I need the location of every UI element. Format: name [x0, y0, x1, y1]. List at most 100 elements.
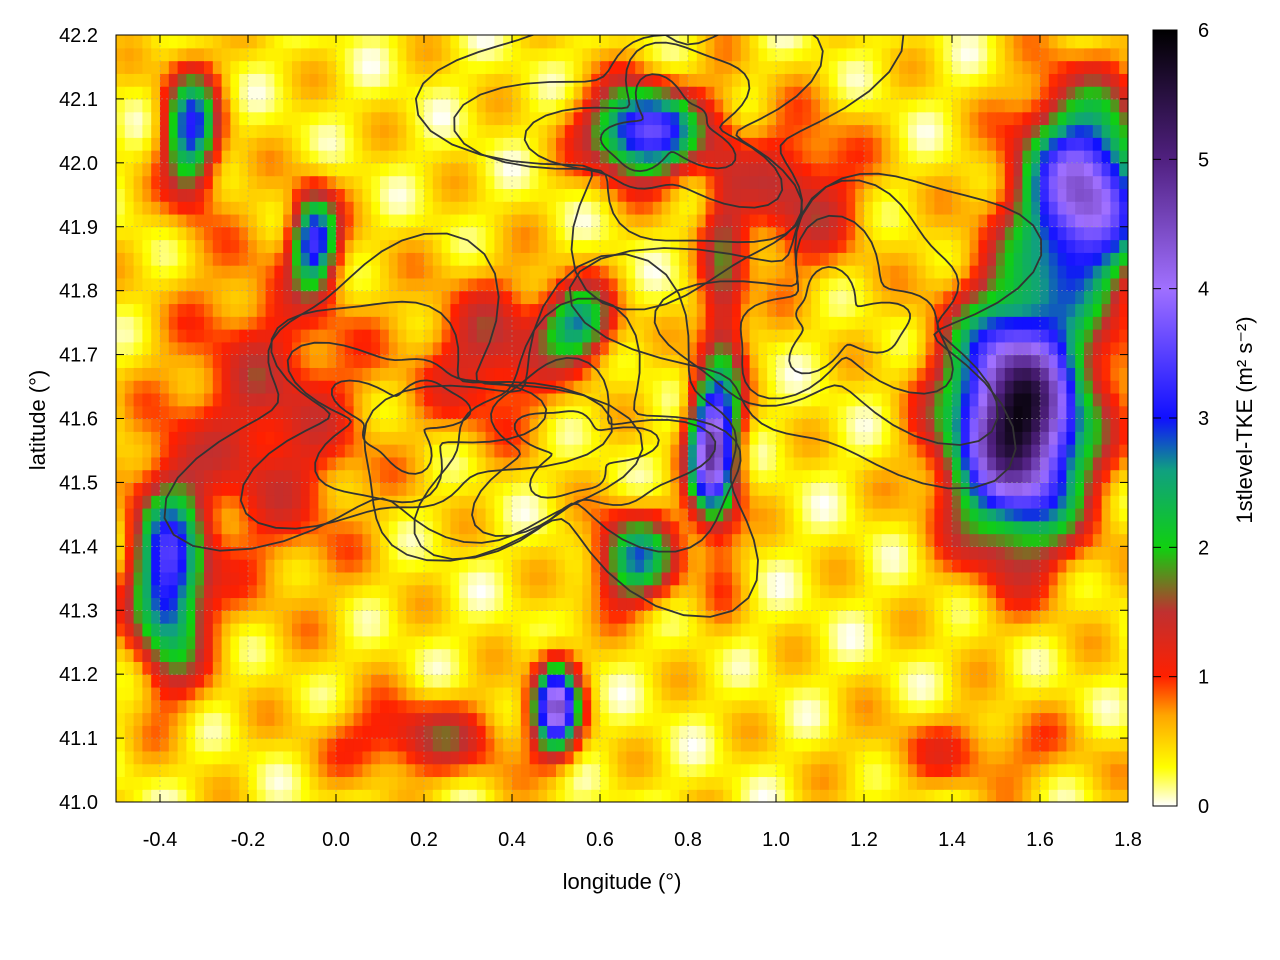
heat-cell	[608, 712, 619, 726]
heat-cell	[925, 533, 935, 547]
heat-cell	[432, 329, 443, 343]
heat-cell	[1092, 546, 1103, 560]
heat-cell	[934, 661, 944, 675]
heat-cell	[943, 623, 953, 637]
heat-cell	[696, 686, 707, 701]
heat-cell	[776, 507, 786, 522]
heat-cell	[1031, 648, 1041, 662]
heat-cell	[415, 674, 425, 688]
heat-cell	[256, 507, 267, 522]
heat-cell	[978, 405, 988, 420]
heat-cell	[397, 661, 407, 675]
heat-cell	[380, 533, 390, 547]
heat-cell	[635, 533, 645, 547]
heat-cell	[758, 290, 768, 305]
heat-cell	[600, 648, 610, 662]
heat-cell	[160, 559, 170, 573]
heat-cell	[1066, 303, 1076, 317]
heat-cell	[644, 456, 654, 471]
heat-cell	[978, 763, 988, 778]
heat-cell	[397, 546, 407, 560]
heat-cell	[925, 738, 935, 752]
heat-cell	[899, 252, 909, 266]
heat-cell	[283, 789, 293, 802]
heat-cell	[617, 776, 627, 790]
heat-cell	[212, 763, 223, 778]
heat-cell	[248, 495, 258, 509]
heat-cell	[538, 661, 548, 675]
heat-cell	[1119, 686, 1128, 701]
heat-cell	[784, 789, 795, 802]
heat-cell	[362, 277, 372, 292]
heat-cell	[1066, 520, 1076, 535]
heat-cell	[1013, 520, 1023, 535]
heat-cell	[256, 610, 267, 624]
heat-cell	[248, 392, 258, 407]
heat-cell	[688, 546, 698, 560]
heat-cell	[265, 495, 275, 509]
heat-cell	[908, 277, 918, 292]
heat-cell	[996, 776, 1006, 790]
heat-cell	[582, 763, 592, 778]
heat-cell	[468, 431, 478, 445]
heat-cell	[776, 597, 786, 611]
heat-cell	[476, 380, 487, 394]
heat-cell	[1119, 290, 1128, 305]
heat-cell	[890, 507, 900, 522]
heat-cell	[1004, 456, 1015, 471]
heat-cell	[344, 392, 355, 407]
heat-cell	[1075, 265, 1085, 279]
heat-cell	[925, 444, 935, 458]
heat-cell	[661, 623, 671, 637]
heat-cell	[1075, 763, 1085, 778]
heat-cell	[309, 712, 319, 726]
heat-cell	[168, 738, 179, 752]
heat-cell	[415, 635, 425, 650]
heat-cell	[503, 776, 513, 790]
heat-cell	[732, 546, 742, 560]
heat-cell	[230, 559, 240, 573]
heat-cell	[300, 456, 311, 471]
heat-cell	[925, 405, 935, 420]
heat-cell	[661, 584, 671, 599]
heat-cell	[186, 738, 196, 752]
heat-cell	[160, 392, 170, 407]
heat-cell	[723, 380, 733, 394]
heat-cell	[212, 316, 223, 330]
heat-cell	[644, 303, 654, 317]
heat-cell	[256, 533, 267, 547]
heat-cell	[802, 610, 812, 624]
heat-cell	[943, 265, 953, 279]
heat-cell	[908, 341, 918, 356]
heat-cell	[432, 341, 443, 356]
heat-cell	[318, 495, 328, 509]
heat-cell	[969, 712, 979, 726]
heat-cell	[600, 559, 610, 573]
heat-cell	[749, 597, 759, 611]
heat-cell	[767, 316, 777, 330]
heat-cell	[151, 405, 161, 420]
heat-cell	[397, 559, 407, 573]
heat-cell	[802, 265, 812, 279]
heat-cell	[1101, 252, 1111, 266]
heat-cell	[820, 444, 830, 458]
heat-cell	[133, 265, 143, 279]
heat-cell	[424, 405, 434, 420]
heat-cell	[723, 392, 733, 407]
heat-cell	[133, 712, 143, 726]
heat-cell	[432, 686, 443, 701]
heat-cell	[336, 431, 346, 445]
heat-cell	[820, 559, 830, 573]
heat-cell	[652, 546, 663, 560]
heat-cell	[186, 495, 196, 509]
heat-cell	[679, 571, 689, 586]
heat-cell	[1092, 290, 1103, 305]
heat-cell	[248, 789, 258, 802]
heat-cell	[908, 674, 918, 688]
heat-cell	[635, 431, 645, 445]
heat-cell	[679, 738, 689, 752]
heat-cell	[160, 431, 170, 445]
heat-cell	[960, 635, 971, 650]
heat-cell	[996, 277, 1006, 292]
heat-cell	[283, 444, 293, 458]
